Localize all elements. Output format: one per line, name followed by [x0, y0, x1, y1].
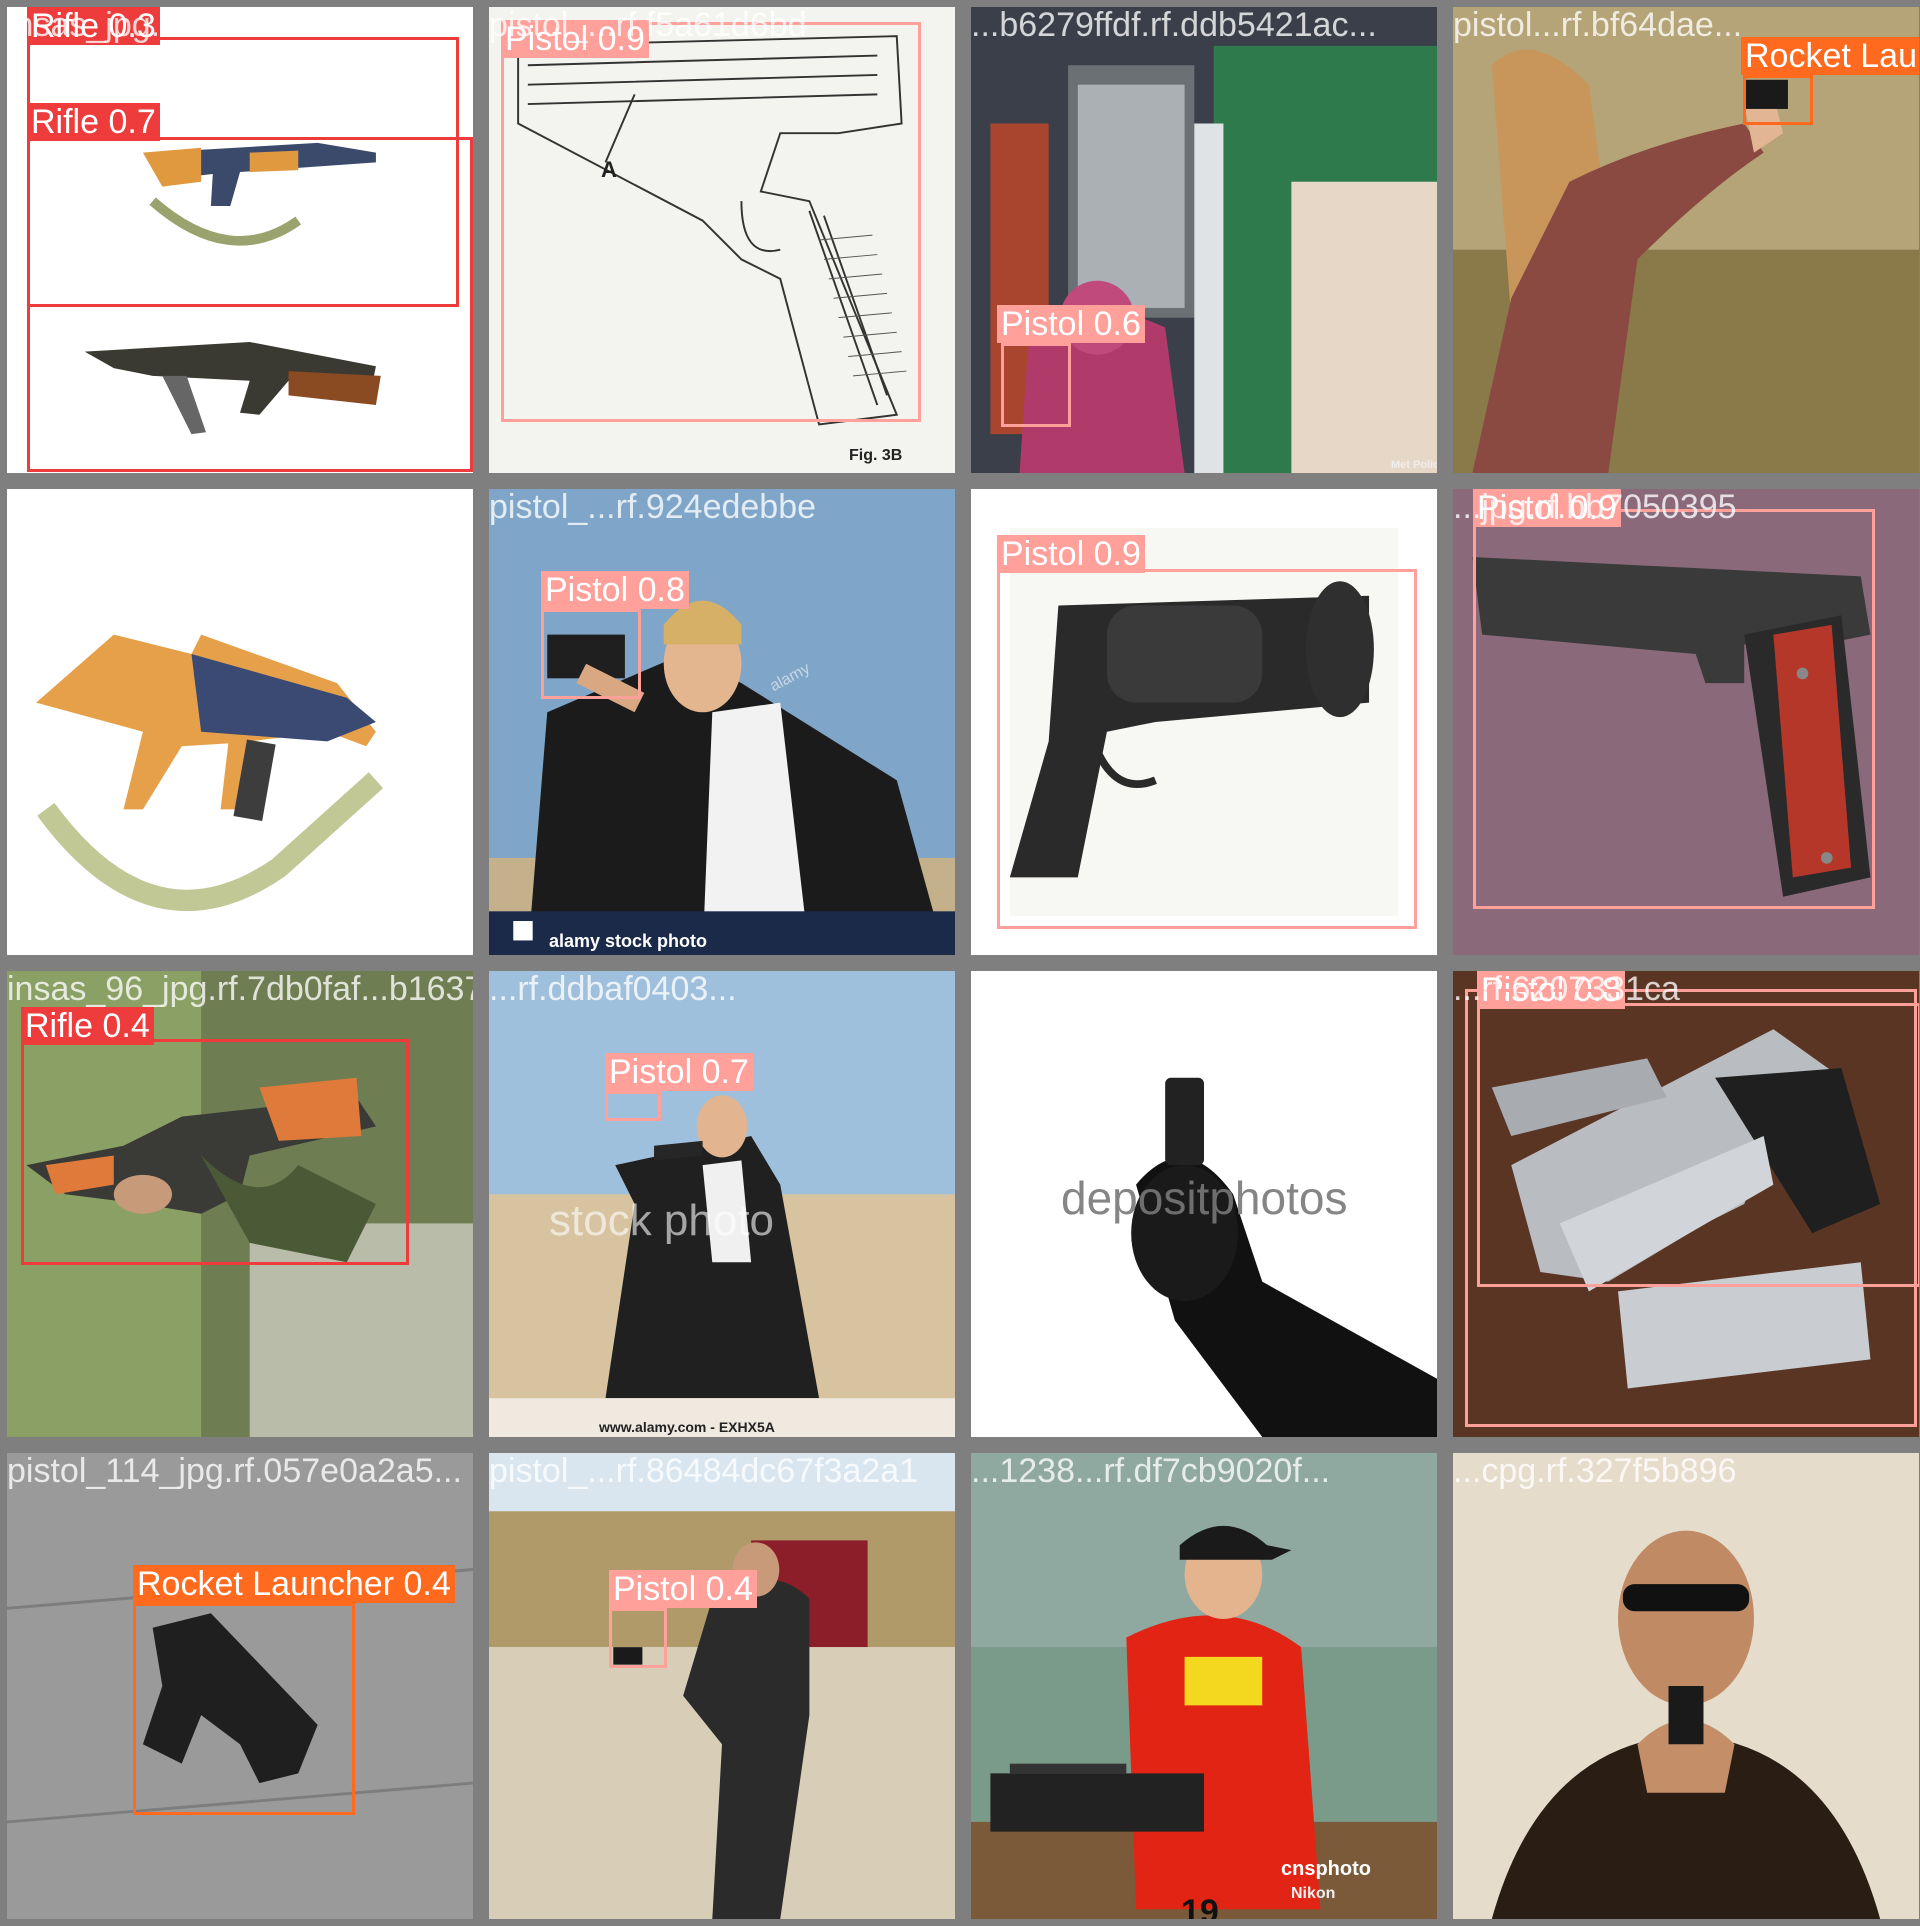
detection-box [1001, 343, 1071, 427]
image-tile: Met Police Pistol 0.6 ...b6279ffdf.rf.ddb5… [964, 0, 1444, 480]
detection-box [1465, 989, 1917, 1427]
detection-label: Rifle 0.4 [21, 1007, 154, 1045]
watermark: stock photo [549, 1196, 775, 1245]
detection-box [133, 1603, 355, 1815]
detection-label: Pistol 0.8 [541, 571, 689, 609]
watermark: depositphotos [1061, 1172, 1348, 1224]
image-tile: stock photo www.alamy.com - EXHX5A Pistol … [482, 964, 962, 1444]
photo [1453, 489, 1919, 955]
detection-box [501, 22, 921, 422]
detection-box [997, 569, 1417, 929]
detection-label: Pistol 0.4 [609, 1570, 757, 1608]
detection-label: Rifle 0.3 [27, 7, 160, 45]
detection-box [1477, 1003, 1919, 1287]
photo [971, 1453, 1437, 1919]
detection-label: Pistol 0.6 [997, 305, 1145, 343]
detection-label: Pistol 0.9 [501, 20, 649, 58]
image-tile: insas_90_jpg.rf.4426e5971975ea9b52a0d7c9… [0, 482, 480, 962]
image-caption: www.alamy.com - EXHX5A [599, 1419, 775, 1435]
image-tile: Pistol 0.9 ...jpg.rf.bb7050395 [1446, 482, 1920, 962]
photo [7, 489, 473, 955]
image-tile: Rocket Lau pistol...rf.bf64dae... [1446, 0, 1920, 480]
photo [1453, 1453, 1919, 1919]
detection-label: Rocket Launcher 0.4 [133, 1565, 455, 1603]
image-tile: Rifle 0.3 Rifle 0.7 insas_jpg.rf.ea3b9d08e… [0, 0, 480, 480]
image-caption: Met Police [1391, 459, 1444, 471]
lane-number: 19 [1181, 1893, 1219, 1926]
detection-label: Pistol 0.9 [997, 535, 1145, 573]
photo [1453, 971, 1919, 1437]
photo [489, 7, 955, 473]
image-tile: Rifle 0.4 insas_96_jpg.rf.7db0faf...b1637… [0, 964, 480, 1444]
image-caption: alamy stock photo [549, 931, 708, 951]
photo [7, 971, 473, 1437]
image-tile: Fig. 3B A Pistol 0.9 pistol_...rf.f5a61d6bd [482, 0, 962, 480]
detection-box [1473, 509, 1875, 909]
photo [489, 489, 955, 955]
detection-box [21, 1039, 409, 1265]
image-tile: Rocket Launcher 0.4 pistol_114_jpg.rf.057… [0, 1446, 480, 1926]
photo [7, 1453, 473, 1919]
image-tile: cnsphoto Nikon 19 ...1238...rf.df7cb9020f..… [964, 1446, 1444, 1926]
detection-label: Rifle 0.7 [27, 103, 160, 141]
photo [489, 971, 955, 1437]
detection-box [27, 137, 473, 472]
photo [971, 489, 1437, 955]
image-tile: Pistol 0.4 pistol_...rf.86484dc67f3a2a1 [482, 1446, 962, 1926]
image-caption: Fig. 3B [849, 447, 903, 464]
image-tile: Pistol 0.8 ...rf.6207331ca [1446, 964, 1920, 1444]
detection-box [605, 1091, 661, 1121]
photo [7, 7, 473, 473]
photo [1453, 7, 1919, 473]
diagram-mark: A [601, 157, 617, 182]
detection-label: Pistol 0.7 [605, 1053, 753, 1091]
photo [489, 1453, 955, 1919]
image-tile: Pistol 0.9 ...5708f2184f3f5.rf.1f8ab82e1.… [964, 482, 1444, 962]
rifle-illustration [142, 142, 376, 246]
photo [971, 7, 1437, 473]
image-tile: depositphotos ...218...jpg.rf.8147d5d1e36… [964, 964, 1444, 1444]
detection-label: Rocket Lau [1741, 37, 1919, 75]
image-tile: ...cpg.rf.327f5b896 [1446, 1446, 1920, 1926]
image-caption: cnsphoto [1281, 1858, 1371, 1880]
detection-box [609, 1608, 667, 1668]
image-caption-secondary: Nikon [1291, 1885, 1336, 1902]
photo [971, 971, 1437, 1437]
detection-box [1743, 75, 1813, 125]
image-tile: alamy alamy stock photo Pistol 0.8 pistol_.… [482, 482, 962, 962]
detection-label: Pistol 0.9 [1473, 489, 1621, 527]
detection-box [541, 609, 641, 699]
